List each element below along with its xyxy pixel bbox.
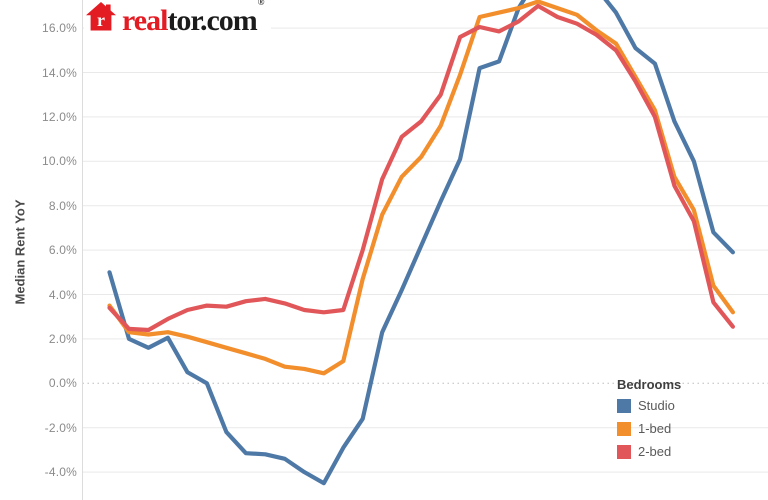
wordmark-torcom: tor.com: [167, 4, 257, 37]
legend-label: 1-bed: [638, 421, 672, 436]
svg-text:r: r: [97, 10, 105, 30]
legend-swatch: [617, 398, 631, 413]
y-tick-label: 10.0%: [41, 154, 77, 168]
realtor-logo: r realtor.com®: [84, 0, 271, 37]
y-tick-label: 16.0%: [41, 21, 77, 35]
legend-label: Studio: [638, 398, 675, 413]
y-tick-label: 2.0%: [48, 332, 77, 346]
y-tick-label: 6.0%: [48, 243, 77, 257]
y-tick-label: -4.0%: [44, 465, 77, 479]
y-tick-label: 14.0%: [41, 66, 77, 80]
series-line-1-bed: [107, 0, 736, 376]
y-tick-label: -2.0%: [44, 421, 77, 435]
y-tick-label: 12.0%: [41, 110, 77, 124]
legend-item-2-bed[interactable]: 2-bed: [617, 444, 681, 459]
legend: Bedrooms Studio 1-bed 2-bed: [617, 377, 681, 467]
legend-label: 2-bed: [638, 444, 672, 459]
y-tick-label: 4.0%: [48, 288, 77, 302]
y-tick-label: 0.0%: [48, 376, 77, 390]
legend-swatch: [617, 444, 631, 459]
legend-item-1-bed[interactable]: 1-bed: [617, 421, 681, 436]
series-line-studio: [107, 0, 736, 486]
series-line-2-bed: [107, 3, 736, 333]
realtor-wordmark: realtor.com®: [122, 0, 265, 37]
legend-items: Studio 1-bed 2-bed: [617, 398, 681, 459]
registered-mark: ®: [257, 0, 265, 7]
legend-item-studio[interactable]: Studio: [617, 398, 681, 413]
realtor-house-icon: r: [86, 2, 116, 36]
wordmark-real: real: [122, 4, 168, 37]
legend-title: Bedrooms: [617, 377, 682, 392]
y-axis-title: Median Rent YoY: [12, 199, 28, 305]
legend-swatch: [617, 421, 631, 436]
y-tick-label: 8.0%: [48, 199, 77, 213]
